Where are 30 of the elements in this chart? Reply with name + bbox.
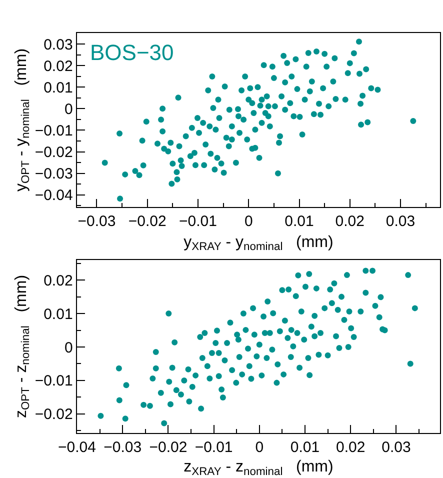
y-tick-label: 0.02: [44, 272, 73, 290]
y-tick-label: −0.01: [34, 122, 73, 140]
x-tick-label: −0.01: [179, 213, 217, 230]
y-tick-label: −0.02: [34, 406, 73, 424]
x-tick-label: 0.03: [382, 439, 411, 456]
y-tick-label: −0.04: [34, 187, 73, 204]
x-tick-label: −0.01: [194, 439, 233, 456]
x-tick-label: −0.03: [78, 213, 116, 230]
y-tick-label: 0.02: [44, 58, 73, 75]
x-tick-label: −0.02: [128, 213, 166, 230]
x-tick-label: 0: [255, 439, 264, 456]
x-axis-title: y$_{XRAY}$ - y$_{nominal}$ (mm): [184, 234, 334, 254]
y-tick-label: 0: [64, 339, 73, 356]
y-tick-label: 0.01: [44, 306, 73, 323]
x-tick-label: 0.01: [290, 439, 320, 456]
y-tick-label: 0.03: [44, 36, 73, 54]
y-tick-label: −0.01: [34, 372, 73, 390]
x-tick-label: 0: [244, 213, 253, 230]
y-tick-label: 0.01: [44, 79, 73, 96]
y-tick-label: 0: [64, 100, 73, 118]
x-tick-label: 0.02: [336, 439, 366, 456]
x-tick-label: −0.03: [104, 439, 142, 456]
y-tick-label: −0.02: [34, 144, 73, 162]
x-tick-label: 0.02: [335, 213, 364, 230]
x-tick-label: 0.01: [284, 213, 314, 230]
x-tick-label: 0.03: [386, 213, 416, 230]
x-axis-title: z$_{XRAY}$ - z$_{nominal}$ (mm): [184, 458, 334, 478]
y-tick-label: −0.03: [34, 166, 73, 183]
x-tick-label: −0.02: [149, 439, 188, 456]
annotation: BOS−30: [90, 40, 174, 65]
